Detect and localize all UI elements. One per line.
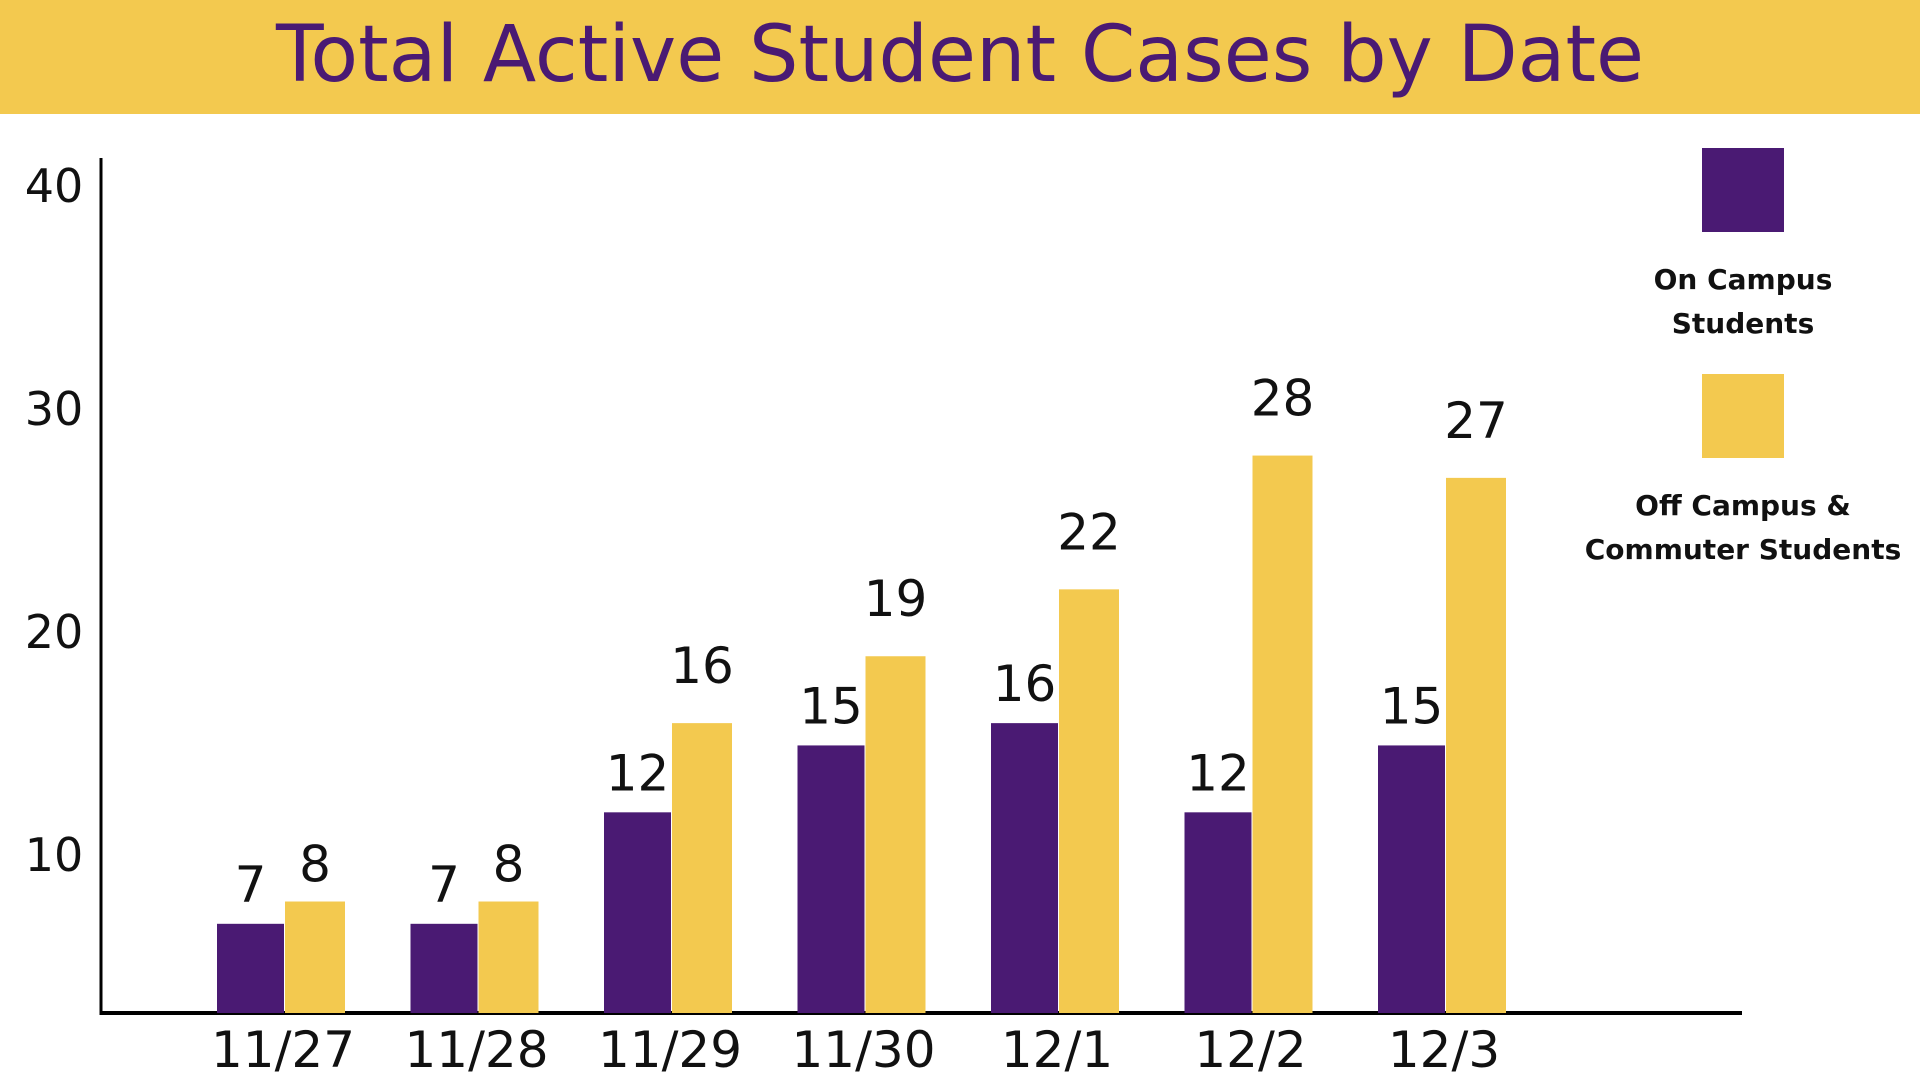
bar-on-campus	[410, 923, 478, 1013]
x-tick-label: 11/28	[404, 1021, 548, 1079]
bar-off-campus	[1252, 455, 1313, 1013]
data-label-off-campus: 16	[670, 637, 734, 695]
y-tick-label: 30	[25, 382, 84, 436]
data-label-on-campus: 7	[428, 856, 460, 914]
bar-off-campus	[865, 656, 926, 1013]
legend-item-off-campus: Off Campus & Commuter Students	[1578, 374, 1908, 572]
x-tick-label: 11/27	[211, 1021, 355, 1079]
x-tick-label: 11/29	[598, 1021, 742, 1079]
legend-label-line: Commuter Students	[1584, 533, 1902, 566]
data-label-off-campus: 27	[1444, 392, 1508, 450]
bar-off-campus	[285, 901, 345, 1013]
data-label-on-campus: 15	[799, 677, 863, 735]
legend-item-on-campus: On Campus Students	[1578, 148, 1908, 346]
legend-swatch-on-campus	[1702, 148, 1784, 232]
data-label-off-campus: 19	[864, 570, 928, 628]
bar-off-campus	[1446, 477, 1506, 1013]
data-label-off-campus: 28	[1251, 370, 1315, 428]
data-label-on-campus: 7	[235, 856, 267, 914]
x-tick-label: 12/2	[1194, 1021, 1306, 1079]
data-label-on-campus: 12	[606, 744, 670, 802]
x-tick-label: 12/3	[1388, 1021, 1500, 1079]
legend-label-line: On Campus	[1653, 263, 1833, 296]
x-tick-label: 11/30	[791, 1021, 935, 1079]
data-label-on-campus: 12	[1186, 744, 1250, 802]
y-tick-label: 10	[25, 828, 84, 882]
data-label-off-campus: 8	[493, 836, 525, 894]
x-tick-label: 12/1	[1001, 1021, 1113, 1079]
y-tick-label: 40	[25, 159, 84, 213]
bar-off-campus	[1059, 589, 1119, 1013]
bar-on-campus	[217, 923, 284, 1013]
legend-label-line: Off Campus &	[1635, 489, 1851, 522]
bar-off-campus	[478, 901, 539, 1013]
y-tick-label: 20	[25, 605, 84, 659]
bar-on-campus	[1378, 745, 1445, 1013]
bar-on-campus	[1184, 812, 1252, 1013]
bar-off-campus	[672, 723, 732, 1013]
legend-label-off-campus: Off Campus & Commuter Students	[1578, 484, 1908, 572]
bar-on-campus	[991, 723, 1058, 1013]
bar-on-campus	[797, 745, 865, 1013]
bar-on-campus	[604, 812, 671, 1013]
legend-label-line: Students	[1671, 307, 1815, 340]
legend-label-on-campus: On Campus Students	[1578, 258, 1908, 346]
data-label-off-campus: 8	[299, 836, 331, 894]
data-label-off-campus: 22	[1057, 503, 1121, 561]
legend-swatch-off-campus	[1702, 374, 1784, 458]
title-banner: Total Active Student Cases by Date	[0, 0, 1920, 114]
chart-title: Total Active Student Cases by Date	[275, 10, 1645, 100]
data-label-on-campus: 16	[993, 655, 1057, 713]
data-label-on-campus: 15	[1380, 677, 1444, 735]
